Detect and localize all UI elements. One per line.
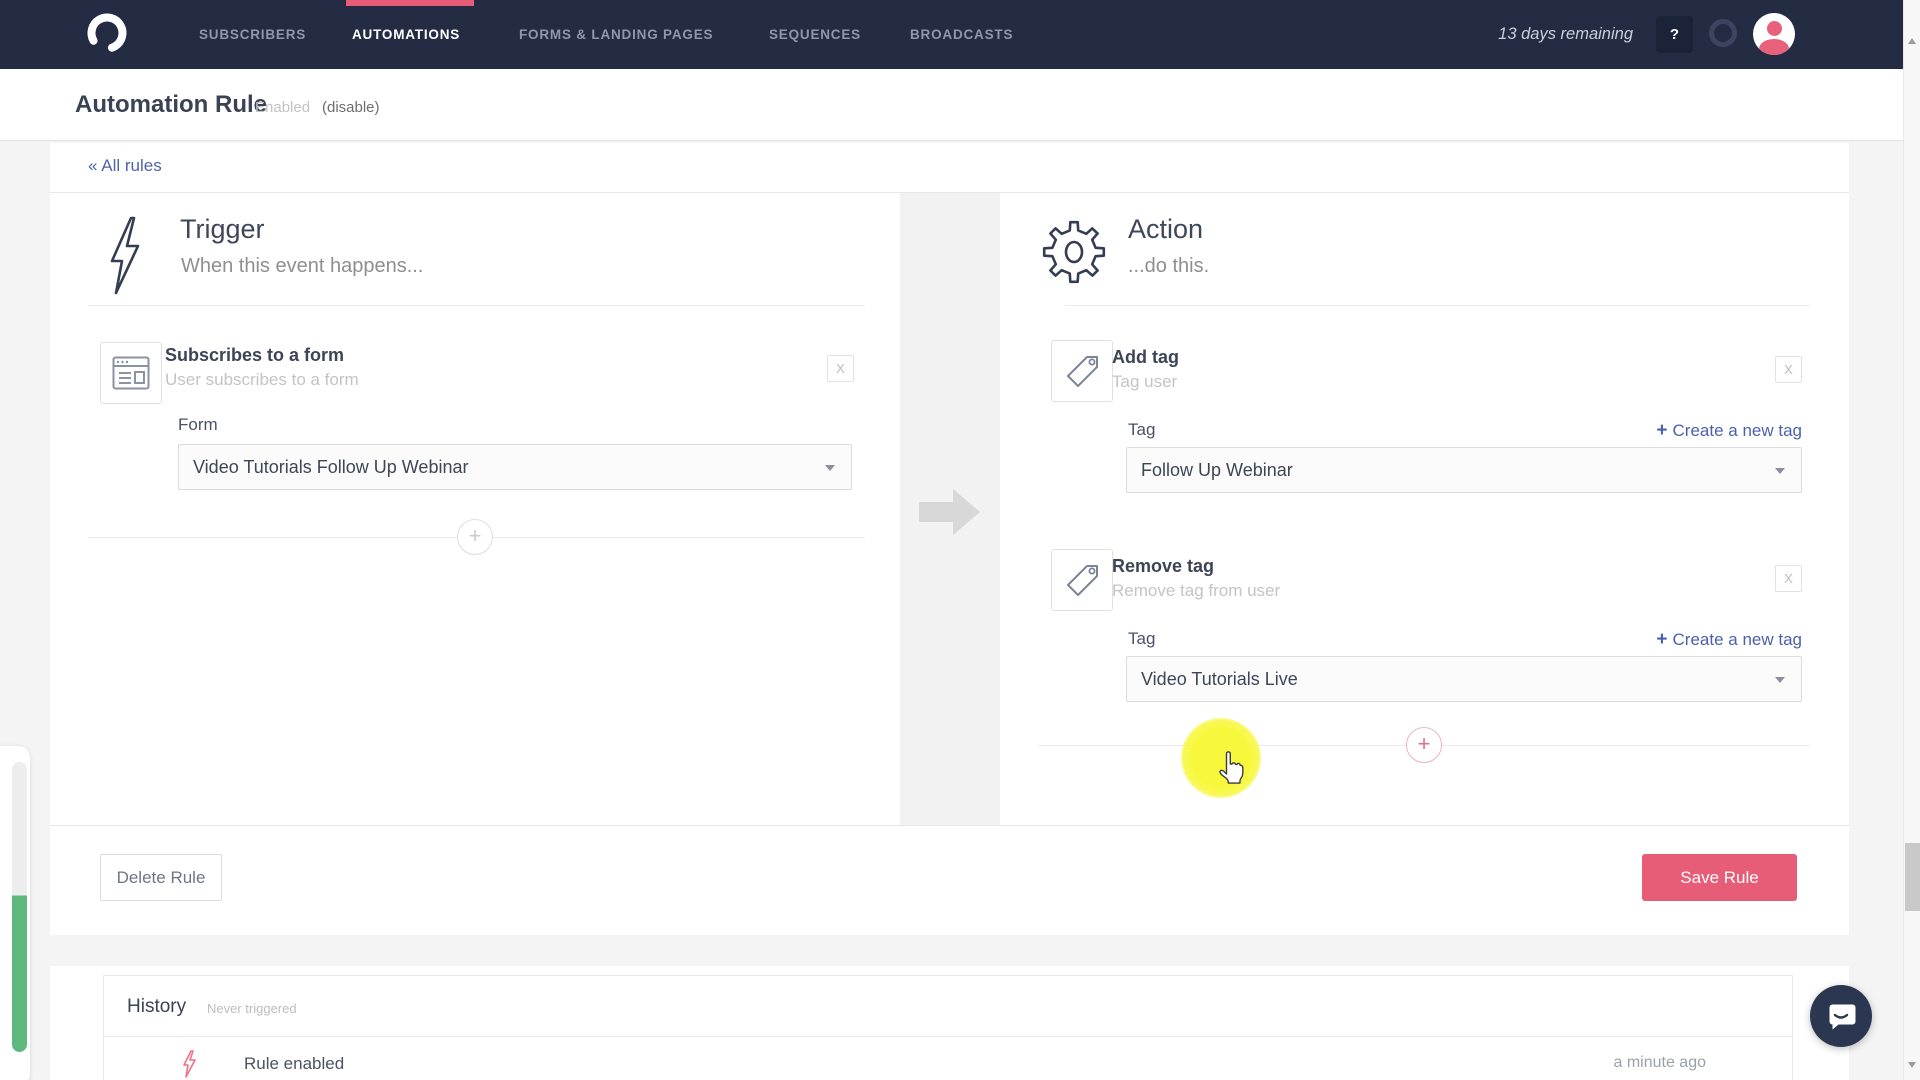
- arrow-right-icon: [919, 487, 981, 537]
- save-rule-button[interactable]: Save Rule: [1642, 854, 1797, 901]
- remove-tag-select[interactable]: Video Tutorials Live: [1126, 656, 1802, 702]
- page-scrollbar[interactable]: [1903, 0, 1920, 1080]
- action-block-title: Remove tag: [1112, 556, 1215, 576]
- divider: [50, 192, 1849, 193]
- add-tag-select-value: Follow Up Webinar: [1141, 460, 1293, 480]
- remove-trigger-button[interactable]: X: [827, 355, 854, 382]
- page-title: Automation Rule: [75, 91, 267, 118]
- help-button[interactable]: ?: [1656, 16, 1693, 53]
- tag-icon: [1067, 565, 1098, 596]
- tag-field-label: Tag: [1128, 629, 1156, 648]
- scrollbar-thumb[interactable]: [1905, 843, 1920, 911]
- disable-rule-link[interactable]: (disable): [322, 99, 380, 116]
- event-title: Subscribes to a form: [165, 345, 345, 365]
- chevron-down-icon: [825, 465, 835, 471]
- form-select[interactable]: Video Tutorials Follow Up Webinar: [178, 444, 852, 490]
- action-block-subtitle: Remove tag from user: [1112, 581, 1281, 600]
- gear-icon: [1042, 220, 1106, 284]
- form-select-value: Video Tutorials Follow Up Webinar: [193, 457, 469, 477]
- page-header: Automation Rule Enabled (disable): [0, 69, 1920, 141]
- tag-icon: [1067, 356, 1098, 387]
- chevron-down-icon: [1775, 677, 1785, 683]
- divider: [50, 825, 1849, 826]
- all-rules-back-link[interactable]: « All rules: [88, 156, 162, 175]
- lightning-icon: [105, 215, 145, 297]
- nav-item-broadcasts[interactable]: BROADCASTS: [910, 27, 1014, 42]
- trial-remaining-link[interactable]: 13 days remaining: [1498, 25, 1633, 43]
- top-nav: SUBSCRIBERS AUTOMATIONS FORMS & LANDING …: [0, 0, 1920, 69]
- history-entry-label: Rule enabled: [244, 1054, 345, 1073]
- divider: [88, 305, 865, 306]
- delete-rule-button[interactable]: Delete Rule: [100, 854, 222, 901]
- scroll-down-arrow-icon[interactable]: [1908, 1062, 1916, 1068]
- event-subtitle: User subscribes to a form: [165, 370, 359, 389]
- convertkit-logo-icon[interactable]: [84, 10, 130, 56]
- rule-editor-panel: « All rules Trigger When this event happ…: [50, 143, 1849, 935]
- nav-item-subscribers[interactable]: SUBSCRIBERS: [199, 27, 307, 42]
- remove-action-button[interactable]: X: [1775, 356, 1802, 383]
- progress-bar: [12, 762, 27, 1052]
- trigger-action-gutter: [900, 193, 1000, 825]
- chat-bubble-icon: [1829, 1004, 1856, 1030]
- add-tag-icon-box: [1051, 340, 1113, 402]
- action-block-subtitle: Tag user: [1112, 372, 1178, 391]
- add-trigger-button[interactable]: +: [457, 519, 493, 555]
- remove-action-button[interactable]: X: [1775, 565, 1802, 592]
- rule-status-label: Enabled: [255, 99, 311, 116]
- cursor-hand-icon: [1218, 751, 1244, 785]
- history-title: History: [127, 996, 187, 1017]
- status-ring-icon: [1709, 19, 1737, 47]
- create-new-tag-link[interactable]: + Create a new tag: [1656, 629, 1802, 651]
- avatar-body-icon: [1759, 39, 1789, 55]
- lightning-small-icon: [181, 1050, 197, 1078]
- avatar-head-icon: [1767, 21, 1782, 36]
- form-window-icon: [112, 356, 150, 390]
- plus-icon: +: [1656, 629, 1668, 650]
- user-avatar[interactable]: [1753, 13, 1795, 55]
- nav-item-sequences[interactable]: SEQUENCES: [769, 27, 861, 42]
- trigger-section-title: Trigger: [180, 214, 265, 244]
- create-new-tag-label: Create a new tag: [1672, 630, 1802, 649]
- nav-item-automations[interactable]: AUTOMATIONS: [352, 27, 461, 42]
- add-tag-select[interactable]: Follow Up Webinar: [1126, 447, 1802, 493]
- plus-icon: +: [1656, 420, 1668, 441]
- create-new-tag-label: Create a new tag: [1672, 421, 1802, 440]
- divider: [104, 1036, 1792, 1037]
- create-new-tag-link[interactable]: + Create a new tag: [1656, 420, 1802, 442]
- action-section-title: Action: [1128, 214, 1204, 244]
- chevron-down-icon: [1775, 468, 1785, 474]
- history-entry-time: a minute ago: [1613, 1054, 1706, 1071]
- remove-tag-icon-box: [1051, 549, 1113, 611]
- click-highlight: [1181, 718, 1261, 798]
- nav-item-forms[interactable]: FORMS & LANDING PAGES: [519, 27, 714, 42]
- action-section-subtitle: ...do this.: [1128, 255, 1210, 277]
- progress-widget: [0, 746, 30, 1080]
- history-section: History Never triggered Rule enabled a m…: [50, 966, 1849, 1080]
- scroll-up-arrow-icon[interactable]: [1908, 38, 1916, 44]
- form-event-icon-box: [100, 342, 162, 404]
- form-field-label: Form: [178, 415, 218, 434]
- add-action-button[interactable]: +: [1406, 727, 1442, 763]
- active-tab-indicator: [346, 0, 474, 6]
- divider: [1065, 305, 1810, 306]
- history-status: Never triggered: [207, 1001, 297, 1016]
- action-block-title: Add tag: [1112, 347, 1179, 367]
- chat-launcher-button[interactable]: [1810, 985, 1872, 1047]
- remove-tag-select-value: Video Tutorials Live: [1141, 669, 1298, 689]
- trigger-section-subtitle: When this event happens...: [181, 255, 424, 277]
- tag-field-label: Tag: [1128, 420, 1156, 439]
- history-card: History Never triggered Rule enabled a m…: [103, 975, 1793, 1080]
